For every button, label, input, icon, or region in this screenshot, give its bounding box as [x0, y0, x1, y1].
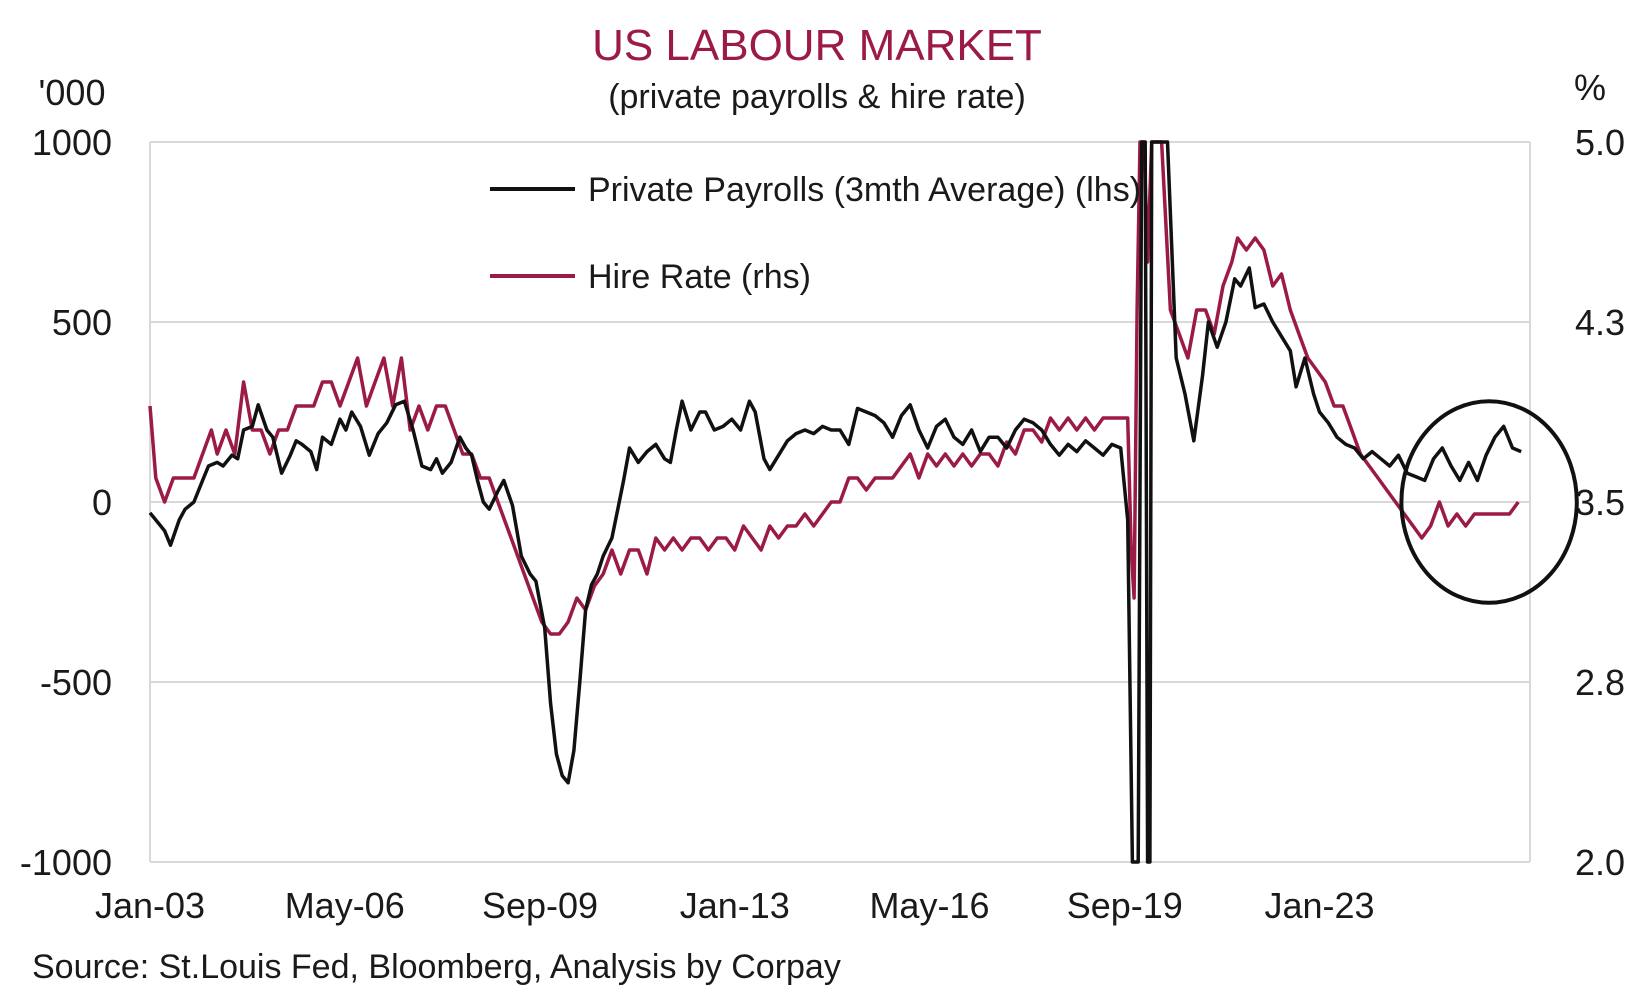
- chart-title: US LABOUR MARKET: [592, 21, 1042, 70]
- chart-subtitle: (private payrolls & hire rate): [608, 78, 1026, 116]
- y-left-tick-label: -500: [40, 662, 112, 703]
- series-lines: [148, 140, 1522, 864]
- x-tick-label: Sep-09: [482, 885, 598, 926]
- x-tick-label: May-16: [869, 885, 989, 926]
- axes: 1000 5.0 500 4.3 0 3.5 -500 2.8 -1000 2.0 Jan-03 Ma…: [20, 122, 1625, 926]
- y-right-tick-label: 2.0: [1575, 842, 1625, 883]
- x-tick-label: May-06: [285, 885, 405, 926]
- x-tick-label: Sep-19: [1067, 885, 1183, 926]
- y-right-tick-label: 4.3: [1575, 302, 1625, 343]
- y-left-tick-label: -1000: [20, 842, 112, 883]
- legend-label-hire-rate: Hire Rate (rhs): [588, 258, 811, 296]
- x-tick-label: Jan-13: [680, 885, 790, 926]
- series-line-hire-rate: [148, 140, 1520, 636]
- legend-label-payrolls: Private Payrolls (3mth Average) (lhs): [588, 171, 1141, 209]
- series-line-payrolls: [148, 140, 1522, 864]
- y-left-tick-label: 0: [92, 482, 112, 523]
- legend: Private Payrolls (3mth Average) (lhs) Hi…: [490, 171, 1141, 296]
- x-tick-label: Jan-03: [95, 885, 205, 926]
- x-tick-label: Jan-23: [1264, 885, 1374, 926]
- y-right-unit: %: [1574, 67, 1606, 108]
- y-right-tick-label: 2.8: [1575, 662, 1625, 703]
- y-left-tick-label: 1000: [32, 122, 112, 163]
- y-right-tick-label: 3.5: [1575, 482, 1625, 523]
- y-right-tick-label: 5.0: [1575, 122, 1625, 163]
- y-left-unit: '000: [39, 72, 106, 113]
- highlight-ellipse: [1399, 399, 1579, 605]
- y-left-tick-label: 500: [52, 302, 112, 343]
- source-note: Source: St.Louis Fed, Bloomberg, Analysi…: [32, 948, 841, 986]
